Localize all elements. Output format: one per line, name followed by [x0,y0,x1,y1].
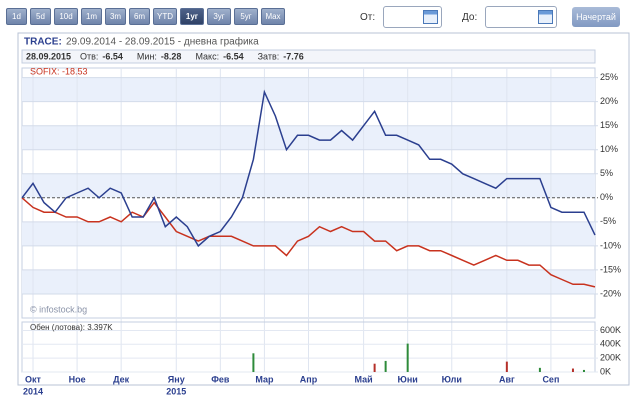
x-tick-label: Мар [255,374,274,384]
to-input[interactable] [485,6,557,28]
plot: Окт 2014 Ное Дек Яну 2015 Фев Мар Апр Май Юни Юли Ав… [21,66,621,396]
x-tick-label: Авг [499,374,515,384]
quote-value: -7.76 [283,51,304,61]
quote-label: Затв: [258,51,280,61]
quote-label: Мин: [137,51,157,61]
y-tick-label: 0% [600,192,613,202]
range-button[interactable]: 5уг [234,8,258,25]
quote-date: 28.09.2015 [26,51,71,61]
range-button[interactable]: Max [261,8,285,25]
x-tick-label: Сеп [542,374,559,384]
quote-value: -8.28 [161,51,182,61]
header-symbol: TRACE: [24,37,62,48]
range-button[interactable]: 1d [6,8,27,25]
x-tick-label: Яну [168,374,185,384]
volume-bar [582,369,585,372]
volume-bar [505,361,508,372]
volume-bar [406,343,409,372]
volume-tick-label: 200K [600,353,621,363]
volume-bar [252,353,255,372]
y-tick-label: 20% [600,96,618,106]
volume-tick-label: 600K [600,325,621,335]
x-year-label: 2014 [23,386,43,396]
x-tick-label: Юли [442,374,462,384]
volume-tick-label: 400K [600,339,621,349]
y-tick-label: -5% [600,216,616,226]
range-button[interactable]: YTD [153,8,177,25]
range-button[interactable]: 6m [129,8,150,25]
series-line [21,89,596,248]
y-tick-label: 15% [600,120,618,130]
range-button[interactable]: 1уг [180,8,204,25]
volume-bar [384,360,387,372]
y-tick-label: -20% [600,288,621,298]
range-button[interactable]: 1m [81,8,102,25]
x-tick-label: Фев [211,374,230,384]
x-year-label: 2015 [166,386,186,396]
y-tick-label: -15% [600,264,621,274]
x-tick-label: Окт [25,374,42,384]
volume-tick-label: 0K [600,366,611,376]
calendar-icon[interactable] [538,10,553,24]
y-tick-label: 25% [600,72,618,82]
x-tick-label: Дек [113,374,130,384]
volume-bar [373,363,376,372]
quote-label: Отв: [80,51,98,61]
quote-value: -6.54 [223,51,244,61]
y-tick-label: 10% [600,144,618,154]
series-line [21,197,596,288]
range-button[interactable]: 3m [105,8,126,25]
range-button[interactable]: 10d [54,8,78,25]
x-tick-label: Май [355,374,373,384]
quote-label: Макс: [195,51,219,61]
header-range: 29.09.2014 - 28.09.2015 - дневна графика [66,36,259,48]
x-tick-label: Апр [300,374,318,384]
from-input[interactable] [383,6,442,28]
range-button[interactable]: 5d [30,8,51,25]
y-tick-label: -10% [600,240,621,250]
quote-box [21,49,596,64]
volume-bar [571,368,574,372]
legend-entry: SOFIX: -18.53 [30,66,88,76]
from-label: От: [360,12,376,23]
x-tick-label: Юни [398,374,418,384]
quote-value: -6.54 [102,51,123,61]
to-label: До: [462,12,478,23]
range-button[interactable]: 3уг [207,8,231,25]
volume-bar [538,367,541,372]
volume-label: Обен (лотова): 3.397K [30,323,113,332]
calendar-icon[interactable] [423,10,438,24]
quote: Отв: -6.54 Мин: -8.28 Макс: -6.54 Затв: -7.76 [80,51,304,61]
watermark: © infostock.bg [30,304,87,314]
submit-button[interactable]: Начертай [572,7,620,27]
x-tick-label: Ное [69,374,86,384]
y-tick-label: 5% [600,168,613,178]
